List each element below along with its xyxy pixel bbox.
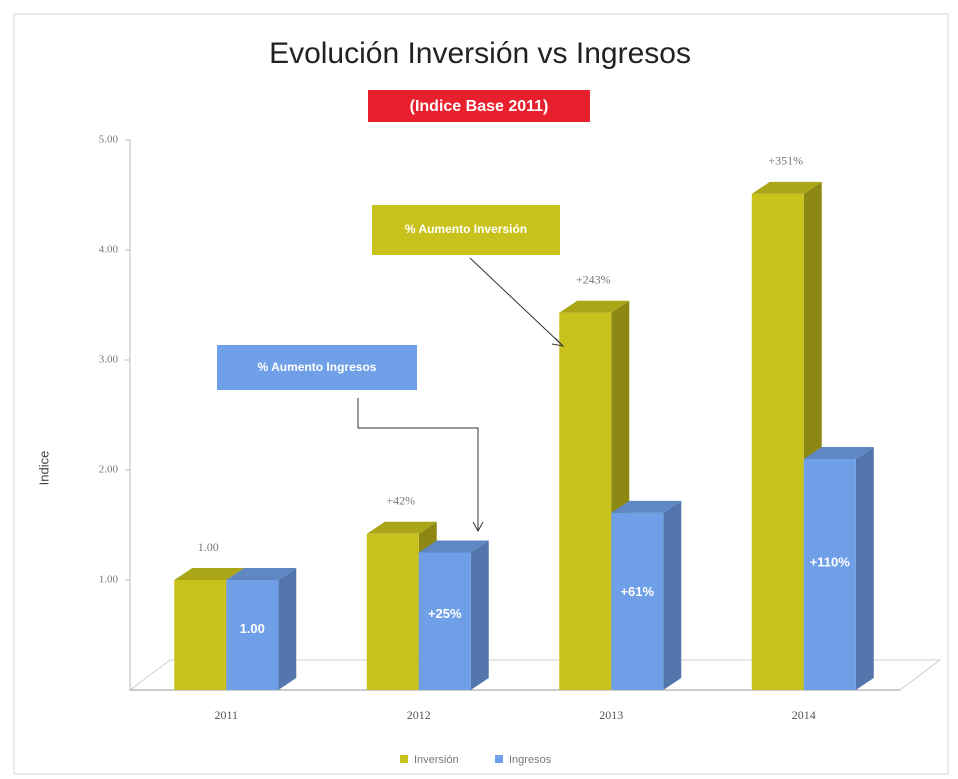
y-tick-label: 5.00 [99, 134, 119, 146]
bar [174, 580, 227, 690]
bar-side [470, 540, 489, 690]
y-tick-label: 4.00 [99, 244, 119, 256]
bar-top [418, 540, 489, 553]
bar [559, 312, 612, 690]
bar-top [611, 500, 682, 513]
data-label: 1.00 [198, 540, 219, 554]
arrow-head [472, 521, 484, 533]
bar-side [663, 500, 682, 690]
bar-top [803, 447, 874, 459]
subtitle: (Indice Base 2011) [410, 98, 549, 115]
data-label: +351% [768, 154, 803, 168]
legend-swatch [400, 755, 408, 763]
subtitle-box [368, 90, 590, 122]
y-tick-label: 3.00 [99, 354, 119, 366]
annotation-box [372, 205, 560, 255]
data-label: +243% [576, 272, 611, 286]
bar-top [559, 300, 630, 313]
chart-title: Evolución Inversión vs Ingresos [269, 37, 691, 70]
bar-top [174, 568, 245, 580]
bar-side [855, 447, 874, 690]
bar-top [751, 181, 822, 194]
x-tick-label: 2012 [407, 708, 431, 722]
legend-label: Ingresos [509, 754, 552, 766]
y-tick-label: 1.00 [99, 574, 119, 586]
x-tick-label: 2013 [599, 708, 623, 722]
bar [226, 580, 279, 690]
arrow-head [551, 337, 565, 347]
bar [751, 193, 804, 690]
bar-top [366, 521, 437, 534]
annotation-box [217, 345, 417, 390]
bar [418, 552, 471, 690]
legend-swatch [495, 755, 503, 763]
bar [803, 459, 856, 690]
bar-top [226, 568, 297, 580]
data-label: +61% [620, 584, 654, 599]
x-tick-label: 2014 [792, 708, 816, 722]
annotation: % Aumento Ingresos [258, 360, 377, 374]
x-tick-label: 2011 [214, 708, 238, 722]
data-label: +42% [386, 494, 415, 508]
bar [366, 533, 419, 690]
annotation: % Aumento Inversión [405, 222, 527, 236]
annotation-arrow [469, 257, 563, 346]
y-tick-label: 2.00 [99, 464, 119, 476]
data-label: 1.00 [240, 621, 265, 636]
bar-side [278, 568, 297, 690]
annotations: % Aumento Inversión % Aumento Ingresos [217, 205, 565, 533]
data-label: +110% [810, 554, 851, 569]
annotation-arrow [357, 398, 479, 530]
legend-label: Inversión [414, 754, 459, 766]
data-label: +25% [428, 606, 462, 621]
y-axis-label: Indice [36, 451, 51, 486]
bar [611, 512, 664, 690]
